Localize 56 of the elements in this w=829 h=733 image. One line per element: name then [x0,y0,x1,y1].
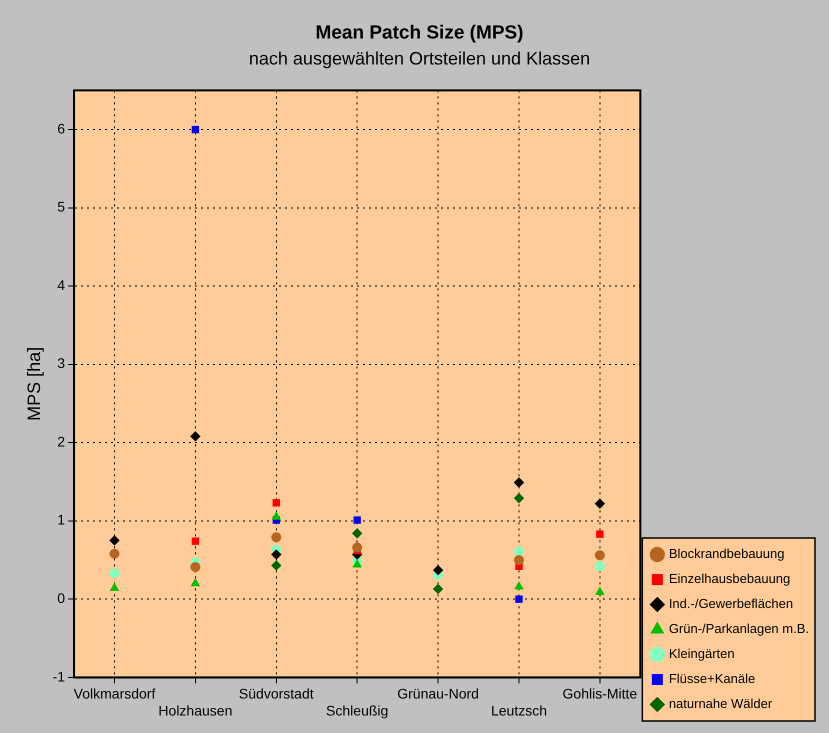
legend-label: Kleingärten [668,646,735,662]
point [109,535,120,546]
x-tick-label: Grünau-Nord [397,686,479,702]
y-tick-label: 2 [57,433,66,450]
point [433,565,444,576]
point [271,560,282,570]
point [514,478,524,488]
point [352,542,362,552]
x-tick-label: Volkmarsdorf [74,686,156,702]
point [594,498,605,509]
point [110,583,119,591]
point [272,512,281,520]
x-tick-label: Holzhausen [158,702,232,718]
y-tick-label: 0 [57,590,66,606]
legend-label: Ind.-/Gewerbeflächen [668,596,794,612]
point [433,584,444,594]
y-tick-label: 6 [57,120,66,136]
point [190,431,200,442]
point [514,555,524,565]
x-tick-label: Schleußig [326,702,388,718]
point [352,560,362,568]
point [594,561,605,572]
point [272,499,280,507]
point [514,546,524,556]
legend-label: Grün-/Parkanlagen m.B. [668,621,810,636]
legend-label: naturnahe Wälder [668,696,773,712]
chart-subtitle: nach ausgewählten Ortsteilen und Klassen [248,48,590,69]
y-tick-label: 3 [57,355,66,372]
point [190,578,200,586]
point [354,516,361,524]
point [190,562,200,572]
point [352,528,362,538]
y-tick-label: -1 [52,668,66,684]
point [192,126,200,134]
point [595,587,604,595]
x-tick-label: Südvorstadt [238,686,314,702]
y-tick-label: 4 [57,276,66,293]
legend-label: Einzelhausbebauung [668,571,790,586]
y-tick-label: 5 [57,198,66,215]
chart-title: Mean Patch Size (MPS) [316,22,524,44]
point [271,550,282,560]
legend-label: Flüsse+Kanäle [668,671,756,686]
point [515,595,523,603]
point [594,550,605,560]
point [514,582,524,590]
x-tick-label: Leutzsch [490,702,548,718]
point [192,538,200,545]
y-tick-label: 1 [57,512,66,528]
point [109,548,120,559]
legend-label: Blockrandbebauung [668,546,784,562]
point [271,532,282,542]
point [514,493,524,504]
point [109,568,120,578]
x-tick-label: Gohlis-Mitte [562,686,638,702]
point [596,530,604,538]
y-axis-title: MPS [ha] [24,346,44,421]
